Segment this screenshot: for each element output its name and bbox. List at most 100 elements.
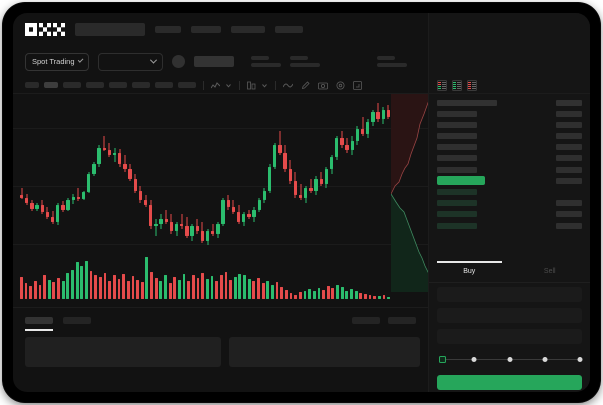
volume-bar	[312, 291, 316, 299]
volume-bar	[284, 289, 288, 299]
compare-icon[interactable]	[247, 81, 256, 90]
slider-stop-25[interactable]	[471, 356, 477, 362]
bid-qty	[556, 222, 582, 229]
volume-bar	[261, 283, 265, 299]
orderbook[interactable]	[429, 94, 590, 259]
toolbar-divider	[239, 80, 240, 90]
stat-label	[290, 56, 308, 60]
total-field[interactable]	[437, 329, 582, 344]
price-chart[interactable]	[13, 94, 428, 307]
slider-stop-50[interactable]	[507, 356, 512, 362]
amount-slider[interactable]	[439, 354, 583, 366]
nav-item-3[interactable]	[231, 26, 265, 33]
volume-bar	[350, 288, 353, 299]
device-frame: Spot Trading	[3, 3, 600, 402]
orderbook-ask-row[interactable]	[437, 132, 582, 141]
amount-field[interactable]	[437, 308, 582, 323]
candlestick	[81, 94, 86, 254]
pair-select[interactable]	[98, 52, 164, 71]
camera-icon[interactable]	[318, 81, 328, 90]
drawing-pen-icon[interactable]	[301, 80, 310, 90]
orderbook-bid-row[interactable]	[437, 199, 582, 208]
candlestick	[376, 94, 380, 254]
volume-bar	[322, 289, 325, 299]
bottom-content-box-right[interactable]	[229, 337, 420, 367]
ask-qty	[556, 121, 582, 128]
timeframe-button-6[interactable]	[132, 82, 150, 88]
chevron-down-icon-2[interactable]	[261, 82, 268, 89]
last-price-qty	[556, 177, 582, 184]
chart-gridline	[13, 244, 428, 245]
chart-gridline	[13, 186, 428, 187]
settings-gear-icon[interactable]	[336, 81, 345, 90]
volume-bar	[257, 278, 260, 299]
orderbook-ask-row[interactable]	[437, 165, 582, 174]
buy-tab[interactable]: Buy	[429, 261, 510, 282]
volume-bar	[103, 272, 107, 299]
candlestick	[288, 94, 292, 254]
slider-stop-100[interactable]	[577, 356, 583, 362]
orderbook-view-asks-icon[interactable]	[467, 79, 477, 91]
bottom-content-box-left[interactable]	[25, 337, 221, 367]
volume-bar	[154, 278, 158, 299]
fullscreen-icon[interactable]	[353, 80, 362, 90]
chevron-down-icon[interactable]	[225, 82, 232, 89]
orderbook-header	[437, 98, 582, 107]
search-input[interactable]	[75, 23, 145, 36]
bid-qty	[556, 189, 582, 195]
indicator-icon[interactable]	[211, 81, 220, 90]
orderbook-view-both-icon[interactable]	[437, 79, 447, 91]
candlestick	[56, 94, 60, 254]
ask-price	[437, 121, 477, 128]
candlestick	[273, 94, 277, 254]
volume-bar	[271, 284, 274, 299]
nav-item-1[interactable]	[155, 26, 181, 33]
bottom-tab-2[interactable]	[63, 316, 91, 324]
bottom-tab-1[interactable]	[25, 316, 53, 331]
candlestick	[30, 94, 34, 254]
bottom-action-1[interactable]	[352, 316, 380, 324]
timeframe-button-7[interactable]	[155, 82, 173, 88]
candlestick	[278, 94, 282, 254]
orderbook-bid-row[interactable]	[437, 210, 582, 219]
candlestick	[226, 94, 230, 254]
nav-item-2[interactable]	[191, 26, 221, 33]
orderbook-ask-row[interactable]	[437, 109, 582, 118]
ask-price	[437, 133, 477, 140]
orderbook-ask-row[interactable]	[437, 120, 582, 129]
orderbook-ask-row[interactable]	[437, 143, 582, 152]
timeframe-button-8[interactable]	[178, 82, 196, 88]
volume-bar	[289, 293, 293, 299]
ask-qty	[556, 155, 582, 162]
bottom-action-2[interactable]	[388, 316, 416, 324]
bid-price	[437, 189, 477, 195]
volume-bar	[368, 294, 372, 299]
volume-bar	[191, 275, 195, 299]
okx-logo[interactable]	[25, 23, 65, 36]
orderbook-ask-row[interactable]	[437, 154, 582, 163]
volume-bar	[187, 281, 191, 299]
volume-bar	[317, 288, 321, 299]
orderbook-bid-row[interactable]	[437, 188, 582, 197]
place-order-button[interactable]	[437, 375, 582, 390]
timeframe-button-2[interactable]	[44, 82, 58, 88]
price-field[interactable]	[437, 287, 582, 302]
orderbook-view-bids-icon[interactable]	[452, 79, 462, 91]
sell-tab[interactable]: Sell	[543, 268, 556, 275]
slider-stop-75[interactable]	[542, 356, 548, 362]
timeframe-button-5[interactable]	[109, 82, 127, 88]
timeframe-button-4[interactable]	[86, 82, 104, 88]
line-style-icon[interactable]	[283, 81, 293, 90]
timeframe-button-1[interactable]	[25, 82, 39, 88]
candlestick	[66, 94, 70, 254]
volume-bar	[373, 295, 377, 299]
market-type-select[interactable]: Spot Trading	[25, 52, 89, 71]
okx-logo-icon	[25, 23, 65, 36]
slider-handle[interactable]	[439, 355, 446, 363]
orderbook-bid-row[interactable]	[437, 221, 582, 230]
timeframe-button-3[interactable]	[63, 82, 81, 88]
candlestick	[252, 94, 256, 254]
nav-item-4[interactable]	[275, 26, 303, 33]
candlestick	[371, 94, 375, 254]
volume-bar	[61, 280, 65, 299]
